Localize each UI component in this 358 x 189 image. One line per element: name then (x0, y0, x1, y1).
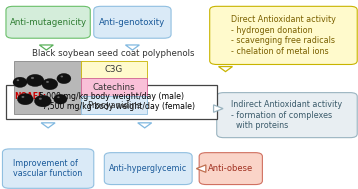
Text: 7,500 mg/kg body weight/day (female): 7,500 mg/kg body weight/day (female) (15, 102, 195, 111)
FancyBboxPatch shape (14, 60, 82, 114)
FancyBboxPatch shape (94, 6, 171, 38)
FancyBboxPatch shape (210, 6, 357, 64)
Polygon shape (196, 165, 206, 172)
Ellipse shape (34, 95, 51, 107)
Ellipse shape (42, 79, 58, 90)
Text: Improvement of
vascular function: Improvement of vascular function (14, 159, 83, 178)
Ellipse shape (46, 81, 49, 83)
Polygon shape (39, 45, 53, 50)
FancyBboxPatch shape (199, 153, 262, 184)
Polygon shape (41, 123, 55, 128)
Ellipse shape (57, 73, 71, 84)
Ellipse shape (16, 79, 19, 81)
FancyBboxPatch shape (81, 78, 147, 97)
Ellipse shape (54, 94, 67, 104)
FancyBboxPatch shape (217, 93, 357, 138)
Text: Indirect Antioxidant activity
- formation of complexes
  with proteins: Indirect Antioxidant activity - formatio… (231, 100, 343, 130)
FancyBboxPatch shape (6, 6, 90, 38)
Text: 5,000 mg/kg body weight/day (male): 5,000 mg/kg body weight/day (male) (34, 92, 184, 101)
Ellipse shape (21, 96, 24, 98)
Text: Catechins: Catechins (93, 83, 135, 92)
Text: Anti-obese: Anti-obese (208, 164, 253, 173)
Text: Direct Antioxidant activity
- hydrogen donation
- scavenging free radicals
- che: Direct Antioxidant activity - hydrogen d… (231, 15, 336, 56)
Ellipse shape (39, 98, 42, 100)
FancyBboxPatch shape (6, 85, 217, 119)
Ellipse shape (61, 76, 63, 77)
FancyBboxPatch shape (3, 149, 94, 188)
Text: NOAEL:: NOAEL: (15, 92, 47, 101)
Text: C3G: C3G (105, 65, 123, 74)
Polygon shape (138, 123, 152, 128)
FancyBboxPatch shape (81, 96, 147, 114)
Text: Anti-hyperglycemic: Anti-hyperglycemic (109, 164, 187, 173)
Ellipse shape (26, 74, 44, 87)
Text: Anti-mutagenicity: Anti-mutagenicity (10, 18, 87, 27)
Text: Procyanidins: Procyanidins (87, 101, 141, 110)
Polygon shape (125, 45, 139, 50)
Ellipse shape (57, 96, 60, 98)
Polygon shape (218, 67, 232, 72)
Text: Anti-genotoxity: Anti-genotoxity (99, 18, 165, 27)
Ellipse shape (18, 94, 33, 105)
Polygon shape (214, 105, 223, 112)
FancyBboxPatch shape (104, 153, 192, 184)
Ellipse shape (13, 77, 27, 88)
Ellipse shape (31, 77, 34, 79)
FancyBboxPatch shape (81, 60, 147, 79)
Text: Black soybean seed coat polyphenols: Black soybean seed coat polyphenols (32, 49, 194, 58)
